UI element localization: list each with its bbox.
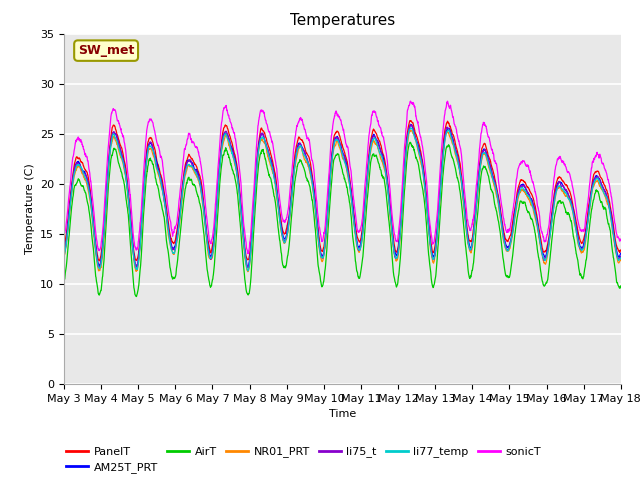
Legend: PanelT, AM25T_PRT, AirT, NR01_PRT, li75_t, li77_temp, sonicT: PanelT, AM25T_PRT, AirT, NR01_PRT, li75_… xyxy=(61,442,545,478)
li75_t xyxy=(60,250,68,255)
PanelT xyxy=(359,223,367,228)
sonicT xyxy=(407,98,415,104)
PanelT xyxy=(617,247,625,253)
li75_t xyxy=(359,229,367,235)
li75_t xyxy=(505,246,513,252)
sonicT xyxy=(359,213,367,219)
li75_t xyxy=(95,264,103,270)
li77_temp xyxy=(505,247,513,252)
Line: PanelT: PanelT xyxy=(64,120,621,261)
PanelT xyxy=(95,258,103,264)
PanelT xyxy=(406,118,413,123)
Line: li77_temp: li77_temp xyxy=(64,128,621,271)
li77_temp xyxy=(216,170,223,176)
AirT xyxy=(371,153,379,158)
li77_temp xyxy=(371,135,379,141)
AM25T_PRT xyxy=(216,165,223,171)
li75_t xyxy=(568,203,576,208)
sonicT xyxy=(60,232,68,238)
li77_temp xyxy=(359,231,367,237)
Line: NR01_PRT: NR01_PRT xyxy=(64,131,621,272)
Line: sonicT: sonicT xyxy=(64,101,621,253)
li77_temp xyxy=(60,251,68,257)
li77_temp xyxy=(568,205,576,211)
Y-axis label: Temperature (C): Temperature (C) xyxy=(24,163,35,254)
Line: AirT: AirT xyxy=(64,142,621,297)
NR01_PRT xyxy=(406,128,414,133)
AM25T_PRT xyxy=(584,219,591,225)
NR01_PRT xyxy=(60,253,68,259)
Line: li75_t: li75_t xyxy=(64,125,621,267)
AirT xyxy=(359,255,367,261)
PanelT xyxy=(371,128,379,134)
AM25T_PRT xyxy=(505,243,513,249)
AM25T_PRT xyxy=(407,121,415,127)
li75_t xyxy=(216,165,223,170)
NR01_PRT xyxy=(568,205,576,211)
NR01_PRT xyxy=(505,248,513,254)
AirT xyxy=(216,184,223,190)
sonicT xyxy=(584,201,591,206)
AirT xyxy=(60,276,68,282)
Line: AM25T_PRT: AM25T_PRT xyxy=(64,124,621,267)
PanelT xyxy=(60,242,68,248)
sonicT xyxy=(568,182,576,188)
li75_t xyxy=(371,134,379,140)
sonicT xyxy=(505,229,513,235)
AM25T_PRT xyxy=(371,133,379,139)
AM25T_PRT xyxy=(568,202,576,208)
X-axis label: Time: Time xyxy=(329,409,356,419)
NR01_PRT xyxy=(216,173,223,179)
sonicT xyxy=(216,147,223,153)
li77_temp xyxy=(407,125,415,131)
AM25T_PRT xyxy=(60,249,68,255)
NR01_PRT xyxy=(584,222,591,228)
li77_temp xyxy=(617,255,625,261)
AirT xyxy=(132,294,140,300)
AM25T_PRT xyxy=(132,264,140,270)
sonicT xyxy=(371,109,379,115)
Text: SW_met: SW_met xyxy=(78,44,134,57)
PanelT xyxy=(216,160,223,166)
NR01_PRT xyxy=(359,232,367,238)
NR01_PRT xyxy=(244,269,252,275)
li77_temp xyxy=(244,268,252,274)
PanelT xyxy=(505,236,513,242)
PanelT xyxy=(584,212,591,218)
AirT xyxy=(406,139,414,145)
PanelT xyxy=(568,198,576,204)
NR01_PRT xyxy=(617,257,625,263)
AirT xyxy=(505,275,513,281)
li77_temp xyxy=(584,222,591,228)
li75_t xyxy=(617,254,625,260)
sonicT xyxy=(244,251,252,256)
NR01_PRT xyxy=(371,140,379,145)
AM25T_PRT xyxy=(359,228,367,234)
li75_t xyxy=(406,122,414,128)
AirT xyxy=(584,244,591,250)
AirT xyxy=(617,283,625,289)
AM25T_PRT xyxy=(617,251,625,256)
li75_t xyxy=(584,219,591,225)
Title: Temperatures: Temperatures xyxy=(290,13,395,28)
sonicT xyxy=(617,238,625,243)
AirT xyxy=(568,224,576,229)
